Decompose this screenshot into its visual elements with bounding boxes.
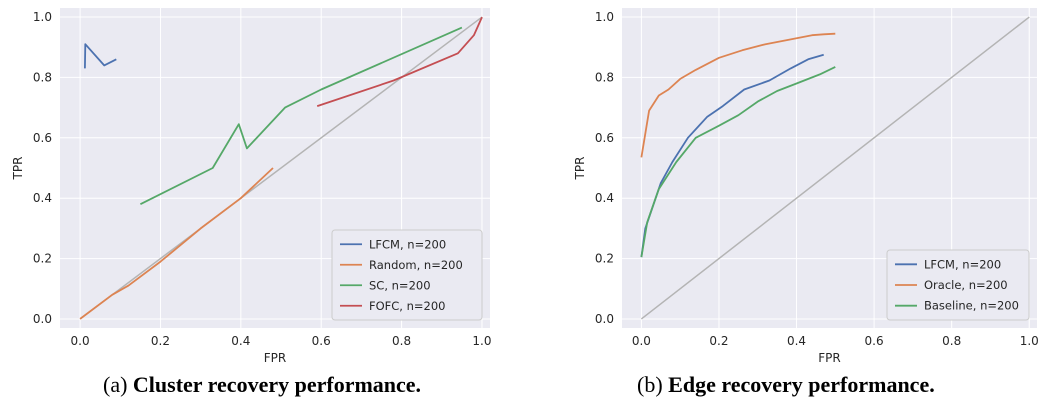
y-tick-label: 0.8	[33, 70, 52, 84]
x-tick-label: 0.8	[392, 334, 411, 348]
legend-box	[331, 229, 483, 321]
x-tick-label: 0.6	[312, 334, 331, 348]
x-tick-label: 0.2	[709, 334, 728, 348]
x-tick-label: 0.8	[942, 334, 961, 348]
x-tick-label: 0.0	[71, 334, 90, 348]
legend-label: SC, n=200	[369, 278, 431, 292]
series-line-0	[84, 43, 117, 69]
y-tick-label: 1.0	[33, 10, 52, 24]
x-axis-label: FPR	[264, 351, 286, 365]
caption-b-label: (b)	[637, 372, 663, 397]
series-line-1	[79, 167, 274, 320]
legend-label: Oracle, n=200	[924, 278, 1008, 292]
x-tick-label: 0.2	[151, 334, 170, 348]
x-tick-label: 0.6	[865, 334, 884, 348]
legend-label: LFCM, n=200	[924, 257, 1001, 271]
y-tick-label: 0.4	[33, 191, 52, 205]
legend: LFCM, n=200 Oracle, n=200 Baseline, n=200	[886, 249, 1030, 321]
legend-label: FOFC, n=200	[369, 299, 446, 313]
diagonal-reference-line	[640, 16, 1030, 320]
y-tick-label: 0.6	[33, 131, 52, 145]
y-axis-label: TPR	[573, 157, 587, 181]
y-tick-label: 0.0	[595, 312, 614, 326]
caption-b-title: Edge recovery performance.	[668, 372, 935, 397]
x-tick-label: 0.4	[787, 334, 806, 348]
y-tick-label: 1.0	[595, 10, 614, 24]
caption-a-label: (a)	[103, 372, 128, 397]
series-line-2	[139, 26, 463, 206]
caption-a-title: Cluster recovery performance.	[132, 372, 422, 397]
y-tick-label: 0.2	[595, 252, 614, 266]
y-tick-label: 0.4	[595, 191, 614, 205]
series-line-2	[640, 66, 836, 258]
caption-b: (b) Edge recovery performance.	[637, 372, 935, 398]
series-line-1	[640, 32, 836, 158]
x-tick-label: 1.0	[1020, 334, 1039, 348]
y-tick-label: 0.6	[595, 131, 614, 145]
legend-label: LFCM, n=200	[369, 237, 446, 251]
chart-a: 0.0 0.2 0.4 0.6 0.8 1.0 0.0 0.2 0.4 0.6 0.8 1.0 FPR T…	[11, 8, 492, 365]
x-tick-label: 1.0	[472, 334, 491, 348]
x-axis-label: FPR	[818, 351, 840, 365]
legend-box	[886, 249, 1030, 321]
x-tick-label: 0.4	[231, 334, 250, 348]
series-line-3	[316, 16, 483, 107]
legend-label: Baseline, n=200	[924, 299, 1019, 313]
diagonal-reference-line	[79, 16, 483, 320]
legend: LFCM, n=200 Random, n=200 SC, n=200 FOFC, n…	[331, 229, 483, 321]
x-tick-label: 0.0	[632, 334, 651, 348]
figure: 0.0 0.2 0.4 0.6 0.8 1.0 0.0 0.2 0.4 0.6 0.8 1.0 FPR T…	[11, 8, 1039, 365]
chart-b: 0.0 0.2 0.4 0.6 0.8 1.0 0.0 0.2 0.4 0.6 0.8 1.0 FPR T…	[573, 8, 1039, 365]
y-tick-label: 0.8	[595, 70, 614, 84]
y-axis-label: TPR	[11, 157, 25, 181]
y-tick-label: 0.2	[33, 252, 52, 266]
legend-label: Random, n=200	[369, 258, 463, 272]
y-tick-label: 0.0	[33, 312, 52, 326]
caption-a: (a) Cluster recovery performance.	[103, 372, 421, 398]
